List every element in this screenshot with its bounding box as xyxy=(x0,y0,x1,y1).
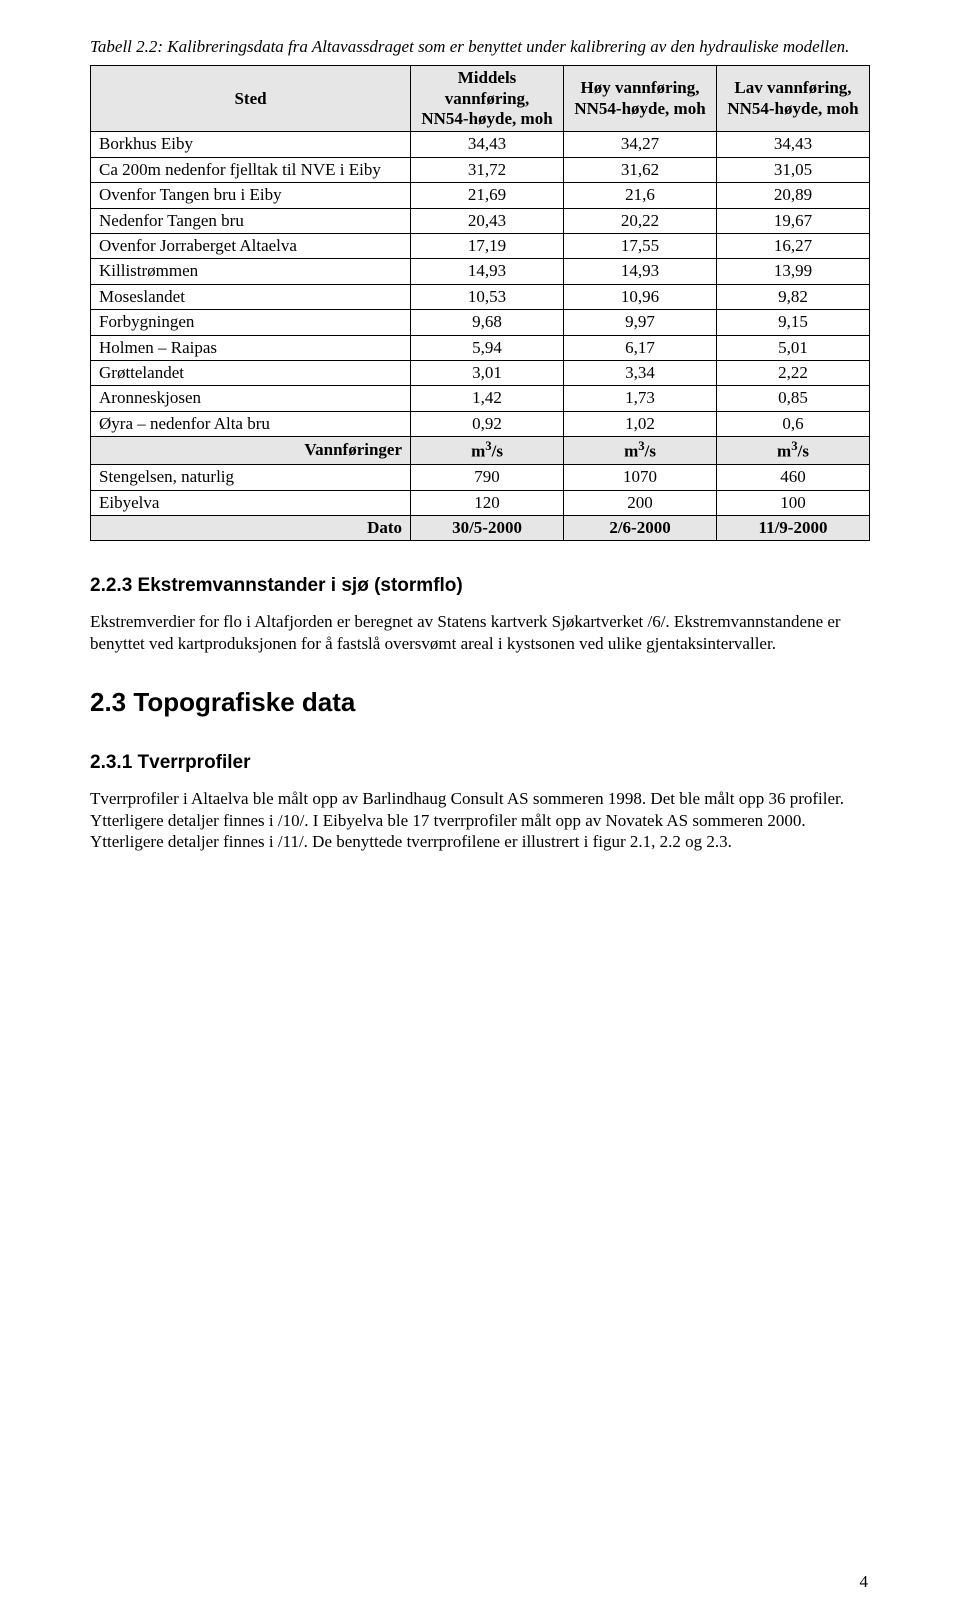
cell-value: 1,02 xyxy=(564,411,717,436)
cell-sted: Forbygningen xyxy=(91,310,411,335)
dato-label: Dato xyxy=(91,515,411,540)
table-caption: Tabell 2.2: Kalibreringsdata fra Altavas… xyxy=(90,36,870,57)
cell-value: 9,68 xyxy=(411,310,564,335)
cell-unit: m3/s xyxy=(564,437,717,465)
table-row: Eibyelva 120 200 100 xyxy=(91,490,870,515)
table-row: Aronneskjosen 1,42 1,73 0,85 xyxy=(91,386,870,411)
col-header-lav: Lav vannføring, NN54-høyde, moh xyxy=(717,66,870,132)
cell-value: 34,27 xyxy=(564,132,717,157)
cell-value: 200 xyxy=(564,490,717,515)
cell-value: 10,53 xyxy=(411,284,564,309)
table-row: Holmen – Raipas 5,94 6,17 5,01 xyxy=(91,335,870,360)
cell-date: 11/9-2000 xyxy=(717,515,870,540)
cell-unit: m3/s xyxy=(717,437,870,465)
cell-value: 21,69 xyxy=(411,183,564,208)
table-row: Borkhus Eiby 34,43 34,27 34,43 xyxy=(91,132,870,157)
cell-sted: Grøttelandet xyxy=(91,360,411,385)
cell-date: 30/5-2000 xyxy=(411,515,564,540)
cell-value: 21,6 xyxy=(564,183,717,208)
cell-value: 9,97 xyxy=(564,310,717,335)
table-row: Stengelsen, naturlig 790 1070 460 xyxy=(91,465,870,490)
paragraph: Tverrprofiler i Altaelva ble målt opp av… xyxy=(90,788,870,853)
table-row: Killistrømmen 14,93 14,93 13,99 xyxy=(91,259,870,284)
table-row: Ca 200m nedenfor fjelltak til NVE i Eiby… xyxy=(91,157,870,182)
cell-value: 19,67 xyxy=(717,208,870,233)
vannforinger-row: Vannføringer m3/s m3/s m3/s xyxy=(91,437,870,465)
cell-value: 13,99 xyxy=(717,259,870,284)
cell-value: 460 xyxy=(717,465,870,490)
cell-value: 3,01 xyxy=(411,360,564,385)
cell-value: 3,34 xyxy=(564,360,717,385)
cell-value: 17,19 xyxy=(411,233,564,258)
table-header-row: Sted Middels vannføring, NN54-høyde, moh… xyxy=(91,66,870,132)
cell-value: 6,17 xyxy=(564,335,717,360)
table-row: Øyra – nedenfor Alta bru 0,92 1,02 0,6 xyxy=(91,411,870,436)
cell-value: 0,85 xyxy=(717,386,870,411)
cell-value: 34,43 xyxy=(717,132,870,157)
cell-value: 790 xyxy=(411,465,564,490)
cell-value: 17,55 xyxy=(564,233,717,258)
cell-value: 20,22 xyxy=(564,208,717,233)
table-row: Ovenfor Jorraberget Altaelva 17,19 17,55… xyxy=(91,233,870,258)
heading-2-2-3: 2.2.3 Ekstremvannstander i sjø (stormflo… xyxy=(90,575,870,597)
cell-value: 14,93 xyxy=(411,259,564,284)
cell-sted: Ovenfor Jorraberget Altaelva xyxy=(91,233,411,258)
cell-sted: Stengelsen, naturlig xyxy=(91,465,411,490)
heading-2-3: 2.3 Topografiske data xyxy=(90,687,870,718)
cell-value: 1070 xyxy=(564,465,717,490)
cell-value: 2,22 xyxy=(717,360,870,385)
table-row: Forbygningen 9,68 9,97 9,15 xyxy=(91,310,870,335)
cell-value: 0,6 xyxy=(717,411,870,436)
cell-sted: Killistrømmen xyxy=(91,259,411,284)
cell-sted: Borkhus Eiby xyxy=(91,132,411,157)
cell-value: 100 xyxy=(717,490,870,515)
table-row: Ovenfor Tangen bru i Eiby 21,69 21,6 20,… xyxy=(91,183,870,208)
cell-sted: Ca 200m nedenfor fjelltak til NVE i Eiby xyxy=(91,157,411,182)
col-header-sted: Sted xyxy=(91,66,411,132)
col-header-middels: Middels vannføring, NN54-høyde, moh xyxy=(411,66,564,132)
col-header-hoy: Høy vannføring, NN54-høyde, moh xyxy=(564,66,717,132)
page-number: 4 xyxy=(860,1572,869,1592)
paragraph: Ekstremverdier for flo i Altafjorden er … xyxy=(90,611,870,655)
cell-sted: Eibyelva xyxy=(91,490,411,515)
page: Tabell 2.2: Kalibreringsdata fra Altavas… xyxy=(0,0,960,1620)
cell-sted: Holmen – Raipas xyxy=(91,335,411,360)
cell-value: 9,15 xyxy=(717,310,870,335)
dato-row: Dato 30/5-2000 2/6-2000 11/9-2000 xyxy=(91,515,870,540)
calibration-table: Sted Middels vannføring, NN54-høyde, moh… xyxy=(90,65,870,541)
cell-value: 20,89 xyxy=(717,183,870,208)
cell-value: 120 xyxy=(411,490,564,515)
cell-value: 5,94 xyxy=(411,335,564,360)
cell-value: 20,43 xyxy=(411,208,564,233)
cell-sted: Aronneskjosen xyxy=(91,386,411,411)
cell-value: 14,93 xyxy=(564,259,717,284)
vannforinger-label: Vannføringer xyxy=(91,437,411,465)
cell-value: 31,62 xyxy=(564,157,717,182)
cell-date: 2/6-2000 xyxy=(564,515,717,540)
table-row: Nedenfor Tangen bru 20,43 20,22 19,67 xyxy=(91,208,870,233)
table-row: Grøttelandet 3,01 3,34 2,22 xyxy=(91,360,870,385)
cell-value: 34,43 xyxy=(411,132,564,157)
cell-value: 5,01 xyxy=(717,335,870,360)
cell-value: 1,73 xyxy=(564,386,717,411)
table-row: Moseslandet 10,53 10,96 9,82 xyxy=(91,284,870,309)
cell-value: 31,05 xyxy=(717,157,870,182)
heading-2-3-1: 2.3.1 Tverrprofiler xyxy=(90,752,870,774)
cell-sted: Ovenfor Tangen bru i Eiby xyxy=(91,183,411,208)
cell-unit: m3/s xyxy=(411,437,564,465)
cell-sted: Nedenfor Tangen bru xyxy=(91,208,411,233)
cell-value: 0,92 xyxy=(411,411,564,436)
cell-value: 10,96 xyxy=(564,284,717,309)
cell-value: 16,27 xyxy=(717,233,870,258)
cell-sted: Moseslandet xyxy=(91,284,411,309)
cell-sted: Øyra – nedenfor Alta bru xyxy=(91,411,411,436)
cell-value: 1,42 xyxy=(411,386,564,411)
cell-value: 9,82 xyxy=(717,284,870,309)
cell-value: 31,72 xyxy=(411,157,564,182)
